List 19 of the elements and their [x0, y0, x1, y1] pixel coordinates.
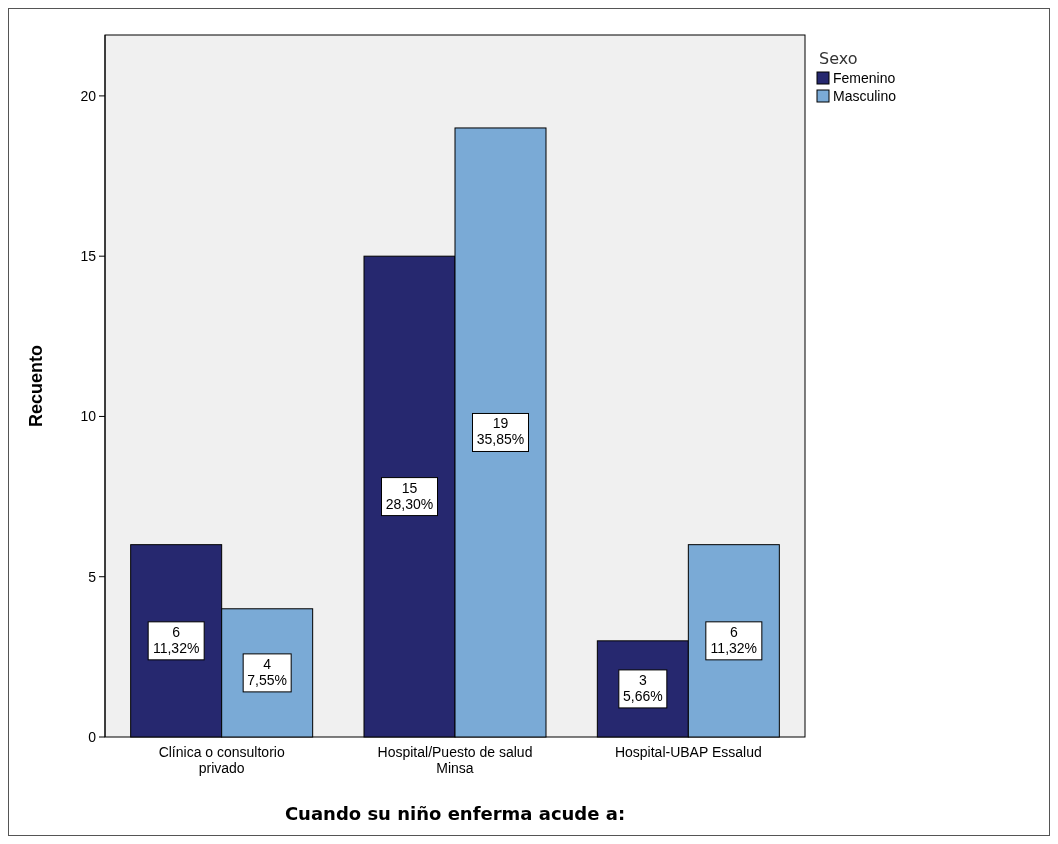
legend-label: Masculino — [833, 88, 897, 104]
y-tick-label: 0 — [88, 729, 97, 745]
y-tick-label: 20 — [80, 87, 97, 104]
data-label: 6 11,32% — [710, 623, 758, 656]
y-tick-label: 15 — [80, 248, 97, 265]
y-tick-label: 10 — [80, 408, 97, 425]
legend-label: Femenino — [833, 70, 896, 86]
x-tick-label: Hospital/Puesto de salud Minsa — [377, 744, 533, 776]
x-axis-title: Cuando su niño enferma acude a: — [284, 803, 626, 824]
data-label: 19 35,85% — [476, 415, 525, 448]
legend-title: Sexo — [819, 49, 858, 68]
x-tick-label: Clínica o consultorio privado — [158, 744, 285, 776]
y-tick-label: 5 — [88, 568, 97, 585]
y-axis-title: Recuento — [26, 344, 46, 428]
x-tick-label: Hospital-UBAP Essalud — [614, 744, 762, 760]
data-label: 4 7,55% — [247, 655, 288, 688]
data-label: 6 11,32% — [152, 623, 200, 656]
data-label: 15 28,30% — [385, 479, 434, 512]
data-label: 3 5,66% — [622, 671, 663, 704]
